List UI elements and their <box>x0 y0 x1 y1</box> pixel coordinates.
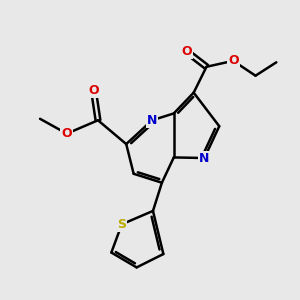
Text: O: O <box>61 127 72 140</box>
Text: N: N <box>147 114 157 127</box>
Text: O: O <box>88 84 99 97</box>
Text: N: N <box>199 152 210 164</box>
Text: O: O <box>182 45 193 58</box>
Text: S: S <box>117 218 126 231</box>
Text: O: O <box>228 54 238 67</box>
